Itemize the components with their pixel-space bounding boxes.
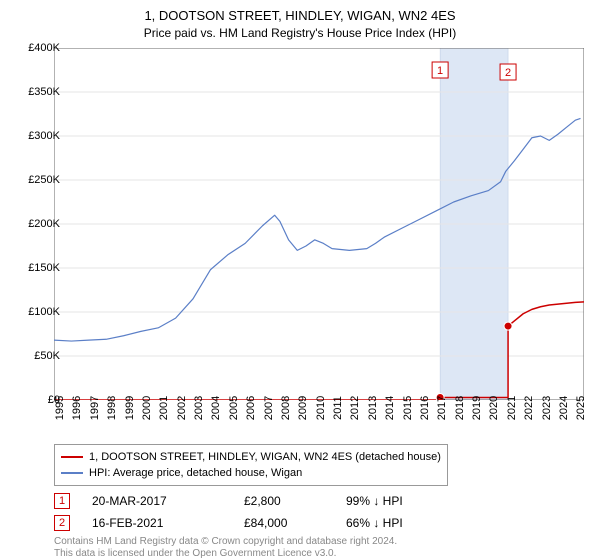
x-axis-tick-label: 2012: [349, 396, 361, 420]
callout-price: £84,000: [244, 516, 324, 530]
x-axis-tick-label: 2007: [263, 396, 275, 420]
x-axis-tick-label: 2004: [210, 396, 222, 420]
legend-swatch: [61, 472, 83, 474]
y-axis-tick-label: £50K: [34, 350, 60, 362]
y-axis-tick-label: £150K: [28, 262, 60, 274]
x-axis-tick-label: 2013: [367, 396, 379, 420]
x-axis-tick-label: 2014: [384, 396, 396, 420]
x-axis-tick-label: 1995: [54, 396, 66, 420]
legend: 1, DOOTSON STREET, HINDLEY, WIGAN, WN2 4…: [54, 444, 448, 486]
y-axis-tick-label: £100K: [28, 306, 60, 318]
y-axis-tick-label: £250K: [28, 174, 60, 186]
x-axis-tick-label: 2025: [575, 396, 587, 420]
x-axis-tick-label: 2023: [541, 396, 553, 420]
x-axis-tick-label: 1998: [106, 396, 118, 420]
x-axis-tick-label: 2024: [558, 396, 570, 420]
x-axis-tick-label: 2010: [315, 396, 327, 420]
x-axis-tick-label: 1999: [124, 396, 136, 420]
x-axis-tick-label: 2021: [506, 396, 518, 420]
x-axis-tick-label: 2001: [158, 396, 170, 420]
footer-attribution: Contains HM Land Registry data © Crown c…: [54, 536, 397, 560]
callout-row: 2 16-FEB-2021 £84,000 66% ↓ HPI: [54, 512, 456, 534]
callout-row: 1 20-MAR-2017 £2,800 99% ↓ HPI: [54, 490, 456, 512]
x-axis-tick-label: 2016: [419, 396, 431, 420]
callout-date: 20-MAR-2017: [92, 494, 222, 508]
x-axis-tick-label: 2019: [471, 396, 483, 420]
x-axis-tick-label: 2008: [280, 396, 292, 420]
x-axis-tick-label: 2022: [523, 396, 535, 420]
callout-marker: 1: [54, 493, 70, 509]
chart-title-address: 1, DOOTSON STREET, HINDLEY, WIGAN, WN2 4…: [0, 0, 600, 23]
callout-delta: 99% ↓ HPI: [346, 494, 456, 508]
x-axis-tick-label: 2002: [176, 396, 188, 420]
x-axis-tick-label: 2006: [245, 396, 257, 420]
footer-line: This data is licensed under the Open Gov…: [54, 548, 397, 560]
callout-date: 16-FEB-2021: [92, 516, 222, 530]
chart-title-sub: Price paid vs. HM Land Registry's House …: [0, 23, 600, 40]
callout-price: £2,800: [244, 494, 324, 508]
svg-text:1: 1: [437, 65, 443, 77]
legend-label: 1, DOOTSON STREET, HINDLEY, WIGAN, WN2 4…: [89, 449, 441, 465]
y-axis-tick-label: £400K: [28, 42, 60, 54]
x-axis-tick-label: 2005: [228, 396, 240, 420]
chart-plot-area: 12: [54, 48, 584, 400]
y-axis-tick-label: £350K: [28, 86, 60, 98]
svg-text:2: 2: [505, 67, 511, 79]
legend-label: HPI: Average price, detached house, Wiga…: [89, 465, 302, 481]
legend-swatch: [61, 456, 83, 458]
x-axis-tick-label: 2009: [297, 396, 309, 420]
x-axis-tick-label: 2015: [402, 396, 414, 420]
footer-line: Contains HM Land Registry data © Crown c…: [54, 536, 397, 548]
legend-item: 1, DOOTSON STREET, HINDLEY, WIGAN, WN2 4…: [61, 449, 441, 465]
callout-table: 1 20-MAR-2017 £2,800 99% ↓ HPI 2 16-FEB-…: [54, 490, 456, 534]
y-axis-tick-label: £300K: [28, 130, 60, 142]
x-axis-tick-label: 1996: [71, 396, 83, 420]
x-axis-tick-label: 2020: [488, 396, 500, 420]
x-axis-tick-label: 2000: [141, 396, 153, 420]
x-axis-tick-label: 2017: [436, 396, 448, 420]
chart-svg: 12: [54, 48, 584, 400]
x-axis-tick-label: 2011: [332, 396, 344, 420]
x-axis-tick-label: 1997: [89, 396, 101, 420]
legend-item: HPI: Average price, detached house, Wiga…: [61, 465, 441, 481]
callout-marker: 2: [54, 515, 70, 531]
y-axis-tick-label: £200K: [28, 218, 60, 230]
callout-delta: 66% ↓ HPI: [346, 516, 456, 530]
x-axis-tick-label: 2003: [193, 396, 205, 420]
x-axis-tick-label: 2018: [454, 396, 466, 420]
chart-container: 1, DOOTSON STREET, HINDLEY, WIGAN, WN2 4…: [0, 0, 600, 560]
